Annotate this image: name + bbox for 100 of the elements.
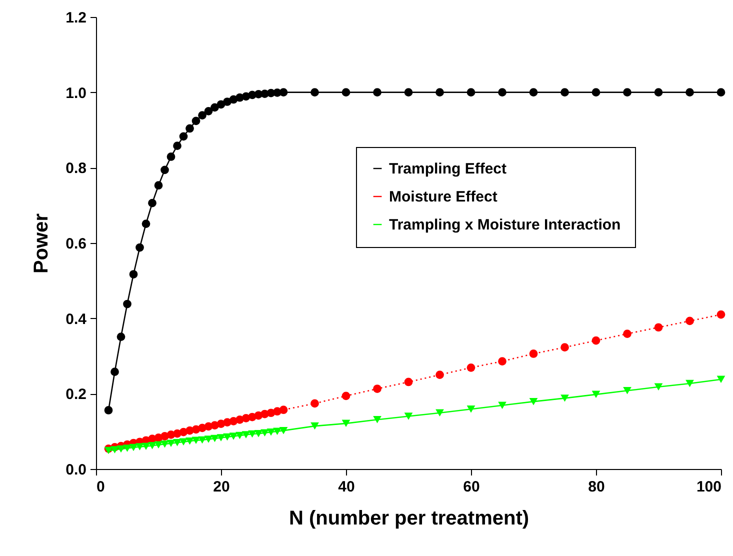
y-axis-title: Power <box>30 213 53 274</box>
point <box>623 88 632 97</box>
point <box>560 88 569 97</box>
point <box>179 438 188 446</box>
point <box>236 432 244 440</box>
point <box>123 300 132 308</box>
point <box>279 426 288 434</box>
point <box>166 152 176 161</box>
point <box>123 444 132 452</box>
point <box>623 387 632 394</box>
x-tick-label: 0 <box>96 478 105 496</box>
point <box>498 402 506 409</box>
point <box>260 429 269 436</box>
point <box>129 444 138 452</box>
point <box>142 220 150 228</box>
point <box>310 88 319 97</box>
legend-label: Moisture Effect <box>389 188 498 206</box>
point <box>716 88 726 97</box>
point <box>136 443 144 450</box>
point <box>466 364 476 372</box>
point <box>154 181 163 190</box>
x-tick-label: 60 <box>463 478 480 496</box>
point <box>436 409 444 416</box>
point <box>342 88 350 97</box>
point <box>592 88 600 97</box>
x-tick-label: 100 <box>696 478 722 496</box>
point <box>104 446 113 454</box>
point <box>116 445 126 453</box>
point <box>254 430 263 438</box>
point <box>198 111 206 120</box>
x-tick-label: 40 <box>338 478 355 496</box>
point <box>186 124 194 133</box>
point <box>716 310 726 319</box>
point <box>248 430 256 438</box>
point <box>654 88 663 97</box>
point <box>129 270 138 278</box>
point <box>198 436 206 444</box>
point <box>273 428 282 435</box>
point <box>160 440 169 448</box>
point <box>342 420 350 428</box>
point <box>498 357 506 366</box>
y-tick-label: 0.8 <box>66 160 86 178</box>
point <box>104 406 113 414</box>
point <box>216 434 226 442</box>
point <box>498 88 506 97</box>
point <box>173 142 182 150</box>
point <box>436 370 444 380</box>
point <box>186 438 194 445</box>
point <box>560 394 569 402</box>
point <box>654 323 663 332</box>
point <box>686 88 694 97</box>
point <box>210 103 219 112</box>
point <box>373 416 382 424</box>
x-tick-label: 80 <box>588 478 605 496</box>
point <box>142 442 150 450</box>
point <box>310 422 319 430</box>
point <box>266 428 276 436</box>
y-tick-label: 0.6 <box>66 236 86 252</box>
point <box>154 441 163 449</box>
point <box>229 432 238 440</box>
point <box>210 434 219 442</box>
point <box>466 88 476 97</box>
point <box>404 412 413 420</box>
point <box>166 440 176 448</box>
x-axis-title: N (number per treatment) <box>288 508 530 530</box>
y-tick-label: 1.2 <box>66 10 86 26</box>
x-tick-label: 20 <box>213 478 230 496</box>
point <box>686 316 694 326</box>
y-tick-label: 0.0 <box>66 462 86 478</box>
point <box>179 132 188 141</box>
point <box>404 88 413 97</box>
point <box>592 336 600 345</box>
y-tick-label: 0.2 <box>66 386 86 404</box>
point <box>223 433 232 441</box>
y-tick-label: 1.0 <box>66 84 86 102</box>
point <box>560 343 569 352</box>
legend-label: Trampling x Moisture Interaction <box>389 216 621 234</box>
point <box>279 88 288 97</box>
point <box>116 332 126 341</box>
point <box>342 392 350 400</box>
point <box>136 243 144 252</box>
point <box>204 106 213 116</box>
point <box>716 376 726 383</box>
point <box>173 439 182 446</box>
point <box>436 88 444 97</box>
point <box>160 166 169 174</box>
point <box>654 383 663 391</box>
point <box>373 88 382 97</box>
point <box>592 390 600 398</box>
point <box>242 431 250 438</box>
point <box>204 436 213 443</box>
point <box>529 398 538 406</box>
point <box>148 198 156 208</box>
legend-label: Trampling Effect <box>389 160 507 178</box>
point <box>310 399 319 408</box>
point <box>404 378 413 386</box>
point <box>529 88 538 97</box>
point <box>529 350 538 358</box>
point <box>686 380 694 388</box>
point <box>466 405 476 413</box>
